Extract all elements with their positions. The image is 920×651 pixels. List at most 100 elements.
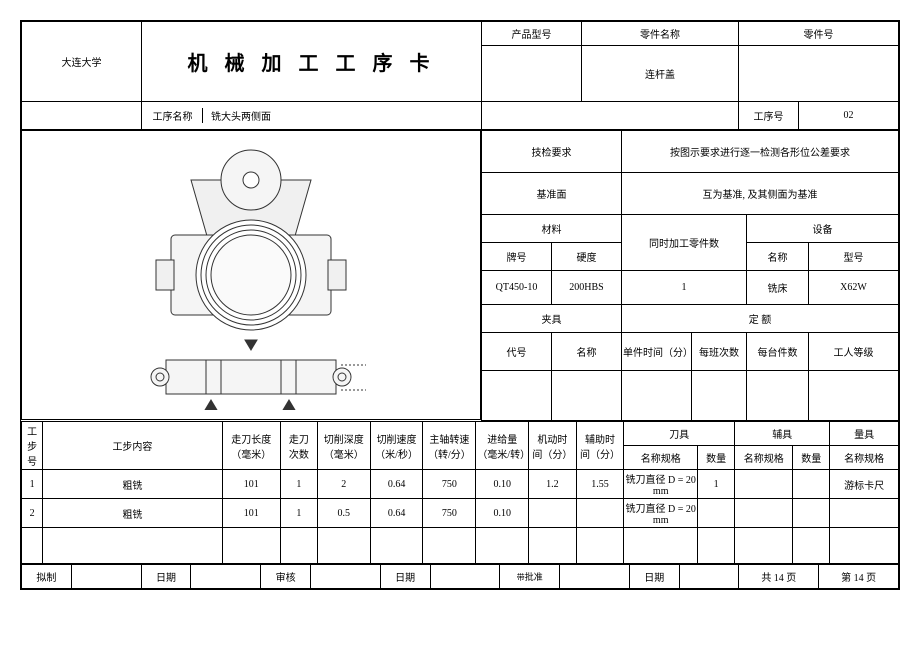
pieces-value	[747, 371, 809, 421]
date-label-2: 日期	[380, 565, 430, 589]
table-row: 2 粗铣 101 1 0.5 0.64 750 0.10 铣刀直径 D = 20…	[22, 499, 899, 528]
unit-time-value	[622, 371, 692, 421]
name-label: 名称	[552, 333, 622, 371]
pieces-label: 每台件数	[747, 333, 809, 371]
hdr-feed: 进给量 （毫米/转）	[476, 422, 529, 470]
r2-cut-length: 101	[222, 499, 280, 528]
hardness-value: 200HBS	[552, 271, 622, 305]
date-value-1	[191, 565, 261, 589]
r2-tool-qty	[698, 499, 735, 528]
r1-cut-depth: 2	[317, 470, 370, 499]
fixture-label: 夹具	[482, 305, 622, 333]
r2-no: 2	[22, 499, 43, 528]
approve-text: 批准	[525, 572, 543, 582]
code-value	[482, 371, 552, 421]
brand-label: 牌号	[482, 243, 552, 271]
r2-content: 粗铣	[43, 499, 223, 528]
r1-machine-time: 1.2	[529, 470, 577, 499]
r2-gauge-spec	[830, 499, 899, 528]
org-cell: 大连大学	[22, 22, 142, 102]
part-no-value	[739, 46, 899, 102]
header-table: 大连大学 机 械 加 工 工 序 卡 产品型号 零件名称 零件号 连杆盖 工序名…	[21, 21, 899, 130]
r1-tool-spec: 铣刀直径 D = 20 mm	[624, 470, 698, 499]
technical-drawing	[111, 140, 391, 410]
process-name-val: 铣大头两侧面	[203, 108, 480, 123]
title-text: 机 械 加 工 工 序 卡	[188, 53, 436, 75]
r1-spindle: 750	[423, 470, 476, 499]
process-card: 大连大学 机 械 加 工 工 序 卡 产品型号 零件名称 零件号 连杆盖 工序名…	[20, 20, 900, 590]
hdr-step-no: 工 步 号	[22, 422, 43, 470]
hdr-gauge-spec: 名称规格	[830, 446, 899, 470]
hdr-gauge: 量具	[830, 422, 899, 446]
worker-label: 工人等级	[809, 333, 899, 371]
hdr-cut-length: 走刀长度 （毫米）	[222, 422, 280, 470]
r2-aux-qty	[793, 499, 830, 528]
hdr-machine-time: 机动时 间（分）	[529, 422, 577, 470]
datum-label: 基准面	[482, 173, 622, 215]
blank-1	[22, 102, 142, 130]
part-name-value: 连杆盖	[582, 46, 739, 102]
unit-time-label: 单件时间（分）	[622, 333, 692, 371]
hdr-cut-depth: 切削深度 （毫米）	[317, 422, 370, 470]
inspection-label: 技检要求	[482, 131, 622, 173]
page-no: 第 14 页	[819, 565, 899, 589]
simul-value: 1	[622, 271, 747, 305]
operations-table: 工 步 号 工步内容 走刀长度 （毫米） 走刀 次数 切削深度 （毫米） 切削速…	[21, 421, 899, 564]
hdr-aux-spec: 名称规格	[735, 446, 793, 470]
equipment-label: 设备	[747, 215, 899, 243]
equip-name-label: 名称	[747, 243, 809, 271]
total-pages: 共 14 页	[739, 565, 819, 589]
table-row-empty	[22, 528, 899, 564]
r2-spindle: 750	[423, 499, 476, 528]
r2-cut-times: 1	[280, 499, 317, 528]
r2-feed: 0.10	[476, 499, 529, 528]
title-cell: 机 械 加 工 工 序 卡	[142, 22, 482, 102]
worker-value	[809, 371, 899, 421]
shift-label: 每班次数	[692, 333, 747, 371]
draft-label: 拟制	[22, 565, 72, 589]
equip-name-value: 铣床	[747, 271, 809, 305]
process-name-label: 工序名称 铣大头两侧面	[142, 102, 482, 130]
date-label-1: 日期	[141, 565, 191, 589]
review-value	[311, 565, 381, 589]
r1-aux-spec	[735, 470, 793, 499]
r1-no: 1	[22, 470, 43, 499]
hdr-tool-spec: 名称规格	[624, 446, 698, 470]
r2-aux-time	[576, 499, 624, 528]
equip-model-label: 型号	[809, 243, 899, 271]
r1-cut-times: 1	[280, 470, 317, 499]
hdr-tool-qty: 数量	[698, 446, 735, 470]
r2-cut-speed: 0.64	[370, 499, 423, 528]
hdr-aux-qty: 数量	[793, 446, 830, 470]
quota-label: 定 额	[622, 305, 899, 333]
draft-value	[71, 565, 141, 589]
datum-value: 互为基准, 及其侧面为基准	[622, 173, 899, 215]
r1-tool-qty: 1	[698, 470, 735, 499]
r2-tool-spec: 铣刀直径 D = 20 mm	[624, 499, 698, 528]
r1-aux-qty	[793, 470, 830, 499]
approve-label: 带批准	[500, 565, 560, 589]
date-value-3	[679, 565, 739, 589]
r2-cut-depth: 0.5	[317, 499, 370, 528]
part-name-label: 零件名称	[582, 22, 739, 46]
hdr-cut-times: 走刀 次数	[280, 422, 317, 470]
r2-machine-time	[529, 499, 577, 528]
shift-value	[692, 371, 747, 421]
approve-value	[560, 565, 630, 589]
code-label: 代号	[482, 333, 552, 371]
process-no-label: 工序号	[739, 102, 799, 130]
right-info: 技检要求 按图示要求进行逐一检测各形位公差要求 基准面 互为基准, 及其侧面为基…	[481, 130, 899, 421]
r1-cut-speed: 0.64	[370, 470, 423, 499]
inspection-value: 按图示要求进行逐一检测各形位公差要求	[622, 131, 899, 173]
process-name-lbl: 工序名称	[143, 108, 203, 123]
product-model-label: 产品型号	[482, 22, 582, 46]
drawing-area	[21, 130, 481, 420]
hdr-tool: 刀具	[624, 422, 735, 446]
r2-aux-spec	[735, 499, 793, 528]
mid-section: 技检要求 按图示要求进行逐一检测各形位公差要求 基准面 互为基准, 及其侧面为基…	[21, 130, 899, 421]
r1-cut-length: 101	[222, 470, 280, 499]
hardness-label: 硬度	[552, 243, 622, 271]
name-value	[552, 371, 622, 421]
table-row: 1 粗铣 101 1 2 0.64 750 0.10 1.2 1.55 铣刀直径…	[22, 470, 899, 499]
r1-feed: 0.10	[476, 470, 529, 499]
